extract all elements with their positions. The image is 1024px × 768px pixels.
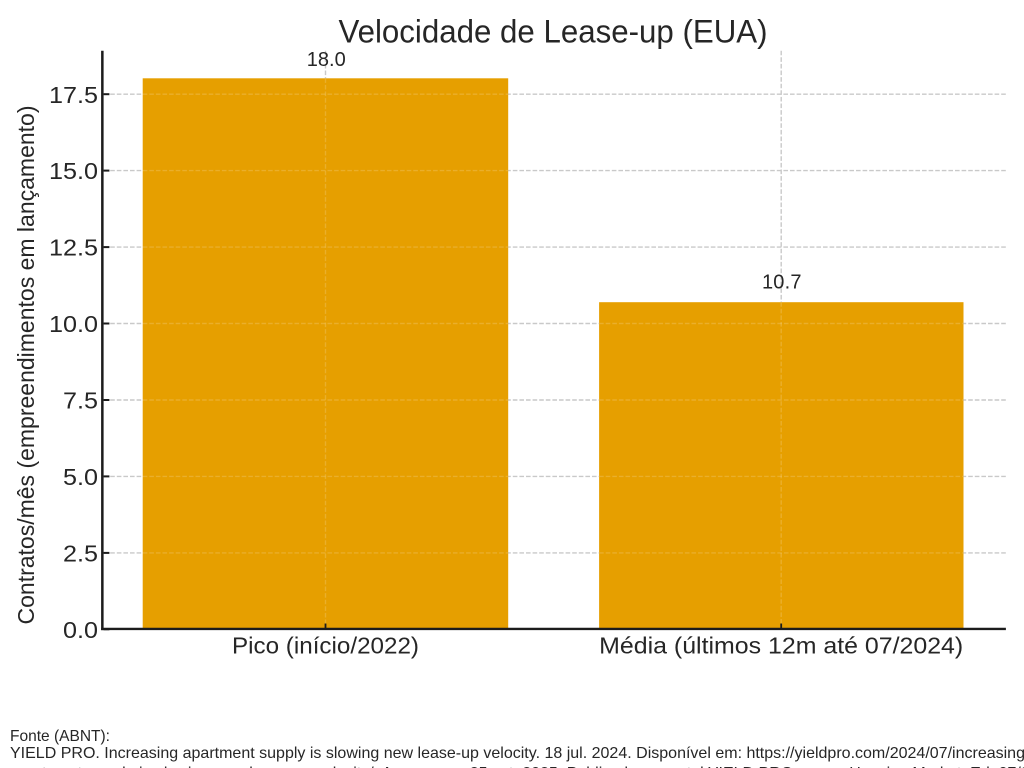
svg-text:5.0: 5.0 (63, 464, 98, 490)
svg-text:10.7: 10.7 (762, 272, 802, 294)
svg-text:18.0: 18.0 (307, 49, 346, 71)
svg-text:Fonte (ABNT):: Fonte (ABNT): (10, 728, 110, 745)
svg-text:Pico (início/2022): Pico (início/2022) (232, 633, 419, 659)
svg-text:10.0: 10.0 (49, 311, 98, 337)
svg-text:apartment-supply-is-slowing-ne: apartment-supply-is-slowing-new-lease-up… (10, 765, 1024, 768)
svg-text:Média (últimos 12m até 07/2024: Média (últimos 12m até 07/2024) (599, 633, 963, 659)
svg-text:12.5: 12.5 (49, 235, 98, 261)
svg-text:15.0: 15.0 (49, 158, 98, 184)
svg-text:7.5: 7.5 (63, 388, 98, 414)
svg-text:Velocidade de Lease-up (EUA): Velocidade de Lease-up (EUA) (339, 13, 768, 49)
svg-text:YIELD PRO. Increasing apartmen: YIELD PRO. Increasing apartment supply i… (10, 745, 1024, 762)
svg-text:17.5: 17.5 (49, 82, 98, 108)
svg-text:Contratos/mês (empreendimentos: Contratos/mês (empreendimentos em lançam… (13, 106, 39, 625)
svg-text:2.5: 2.5 (63, 541, 98, 567)
svg-text:0.0: 0.0 (63, 617, 98, 643)
